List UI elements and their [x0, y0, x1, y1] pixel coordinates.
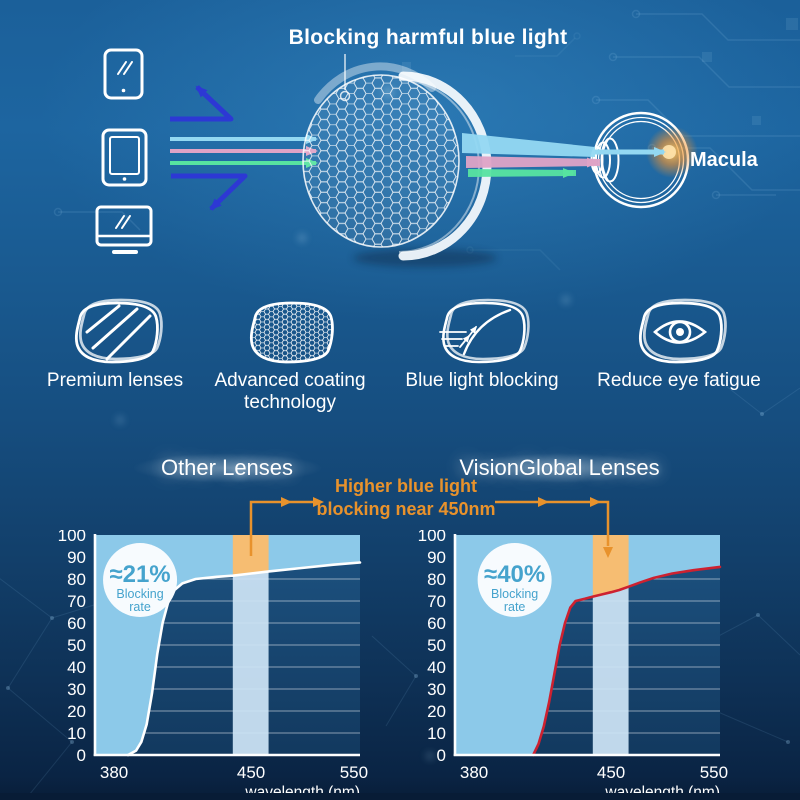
blue-light-diagram [95, 48, 698, 267]
annotation-line2: blocking near 450nm [316, 499, 496, 520]
svg-text:rate: rate [504, 600, 526, 614]
lens-stripes-icon [74, 298, 163, 364]
svg-text:10: 10 [67, 724, 86, 743]
svg-text:0: 0 [437, 746, 446, 765]
svg-text:40: 40 [427, 658, 446, 677]
svg-text:30: 30 [427, 680, 446, 699]
lens-honeycomb-icon [249, 301, 334, 364]
incoming-light-rays [170, 134, 318, 168]
svg-text:70: 70 [427, 592, 446, 611]
svg-text:rate: rate [129, 600, 151, 614]
feature-blue-light-blocking: Blue light blocking [392, 296, 572, 392]
annotation-callout: Higher blue light blocking near 450nm [286, 475, 526, 522]
lens-eye-icon [638, 298, 727, 364]
circuit-traces-decor [53, 9, 800, 271]
circuit-nodes-decor [402, 18, 798, 125]
svg-text:80: 80 [427, 570, 446, 589]
feature-advanced-coating: Advanced coating technology [200, 296, 380, 414]
svg-text:380: 380 [460, 763, 488, 782]
honeycomb-lens-illustration [302, 62, 497, 267]
reflected-blue-ray-arrows [170, 85, 248, 211]
svg-text:40: 40 [67, 658, 86, 677]
feature-label: Blue light blocking [405, 370, 559, 391]
tablet-icon [101, 128, 148, 187]
blocking-rate-badge [103, 543, 178, 617]
feature-premium-lenses: Premium lenses [30, 296, 200, 392]
svg-text:20: 20 [427, 702, 446, 721]
svg-text:70: 70 [67, 592, 86, 611]
macula-label: Macula [690, 149, 758, 171]
monitor-icon [95, 205, 153, 254]
title-glow-decor [100, 448, 355, 488]
main-title: Blocking harmful blue light [288, 26, 568, 49]
svg-text:Blocking: Blocking [491, 587, 538, 601]
svg-text:550: 550 [700, 763, 728, 782]
lens-shadow [353, 249, 497, 267]
feature-label: Reduce eye fatigue [597, 370, 761, 391]
lens-deflect-icon [439, 298, 530, 364]
svg-text:0: 0 [77, 746, 86, 765]
svg-text:100: 100 [418, 530, 446, 545]
svg-text:≈21%: ≈21% [109, 561, 170, 588]
svg-text:380: 380 [100, 763, 128, 782]
svg-text:60: 60 [67, 614, 86, 633]
svg-text:90: 90 [427, 548, 446, 567]
chart-title-other-lenses: Other Lenses [160, 455, 294, 480]
bottom-strip [0, 793, 800, 800]
svg-text:100: 100 [58, 530, 86, 545]
svg-text:60: 60 [427, 614, 446, 633]
svg-text:450: 450 [597, 763, 625, 782]
svg-text:80: 80 [67, 570, 86, 589]
svg-text:50: 50 [67, 636, 86, 655]
feature-reduce-eye-fatigue: Reduce eye fatigue [584, 296, 774, 392]
svg-text:Blocking: Blocking [116, 587, 163, 601]
svg-text:10: 10 [427, 724, 446, 743]
title-glow-decor [430, 448, 690, 488]
feature-label: Premium lenses [46, 370, 184, 391]
annotation-line1: Higher blue light [335, 476, 477, 496]
svg-text:450: 450 [237, 763, 265, 782]
blocking-rate-badge [477, 543, 552, 617]
svg-text:≈40%: ≈40% [484, 561, 545, 588]
smartphone-icon [103, 48, 144, 100]
svg-text:90: 90 [67, 548, 86, 567]
lens-highlight [314, 62, 436, 104]
svg-text:20: 20 [67, 702, 86, 721]
feature-label: Advanced coating technology [214, 370, 366, 413]
svg-text:550: 550 [340, 763, 368, 782]
svg-text:50: 50 [427, 636, 446, 655]
svg-text:30: 30 [67, 680, 86, 699]
transmitted-beams [462, 133, 666, 178]
chart-title-visionglobal-lenses: VisionGlobal Lenses [459, 455, 660, 480]
